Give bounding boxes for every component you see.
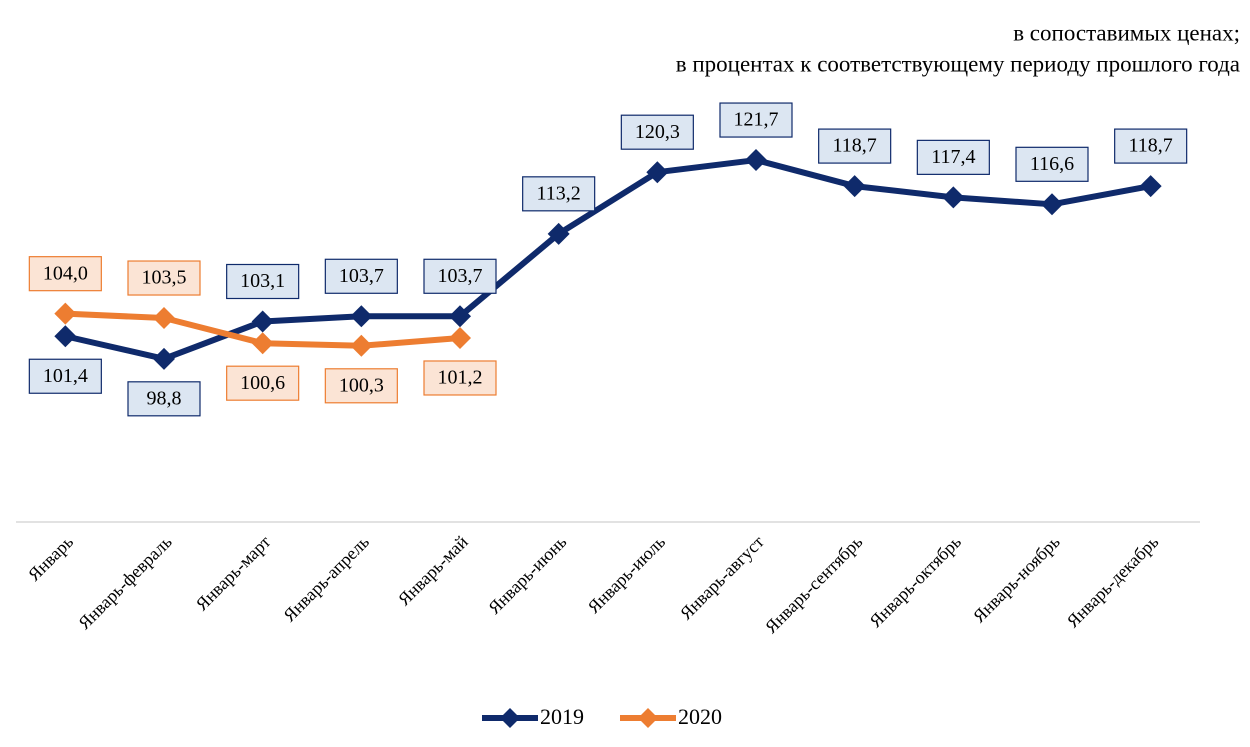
marker [449, 305, 471, 328]
label-box [28, 256, 102, 292]
label-box [226, 263, 300, 300]
marker [153, 307, 175, 330]
x-tick-label: Январь-август [676, 532, 768, 624]
data-label: 113,2 [537, 182, 581, 204]
subtitle: в сопоставимых ценах; [1013, 20, 1240, 45]
data-label: 100,3 [339, 374, 384, 396]
data-label: 101,4 [43, 365, 88, 387]
label-box [1114, 128, 1188, 164]
data-label: 104,0 [43, 262, 88, 284]
marker [1139, 175, 1162, 198]
label-box [324, 258, 398, 294]
x-tick-label: Январь-сентябрь [761, 532, 867, 638]
marker [1041, 193, 1063, 216]
x-tick-label: Январь-май [394, 531, 472, 609]
label-box [620, 114, 694, 150]
label-box [423, 360, 497, 396]
x-tick-label: Январь-декабрь [1063, 532, 1163, 632]
subtitle: в процентах к соответствующему периоду п… [676, 51, 1240, 76]
x-tick-label: Январь-июнь [484, 532, 570, 618]
marker [350, 334, 373, 357]
legend-label: 2019 [540, 704, 584, 729]
x-tick-label: Январь-июль [584, 532, 670, 618]
marker [646, 161, 669, 184]
series-line [64, 157, 1152, 362]
x-tick-label: Январь-апрель [279, 532, 373, 626]
marker [942, 186, 965, 209]
marker [54, 325, 77, 348]
data-label: 118,7 [833, 135, 877, 157]
data-label: 116,6 [1030, 153, 1074, 175]
label-box [1015, 146, 1089, 182]
data-label: 101,2 [438, 367, 483, 389]
data-label: 120,3 [635, 121, 680, 143]
marker [843, 175, 866, 198]
data-label: 117,4 [931, 146, 975, 168]
label-box [719, 102, 793, 138]
marker [153, 347, 175, 370]
x-tick-label: Январь [24, 532, 77, 585]
x-tick-label: Январь-ноябрь [969, 532, 1064, 627]
x-tick-label: Январь-март [192, 532, 275, 615]
legend-marker [638, 708, 658, 728]
label-box [916, 139, 990, 175]
x-tick-label: Январь-февраль [74, 532, 176, 634]
data-label: 103,5 [142, 267, 187, 289]
label-box [522, 176, 596, 212]
label-box [818, 128, 892, 164]
data-label: 118,7 [1129, 135, 1173, 157]
marker [745, 149, 767, 172]
label-box [127, 260, 201, 296]
data-label: 121,7 [734, 109, 779, 131]
marker [251, 310, 274, 333]
data-label: 98,8 [147, 387, 182, 409]
marker [547, 222, 570, 245]
marker [449, 326, 471, 349]
label-box [226, 365, 300, 401]
label-box [127, 381, 201, 417]
label-box [324, 368, 398, 404]
legend-label: 2020 [678, 704, 722, 729]
marker [350, 305, 373, 328]
marker [251, 332, 274, 355]
data-label: 103,7 [438, 265, 483, 287]
x-tick-label: Январь-октябрь [865, 532, 965, 632]
data-label: 103,1 [240, 270, 285, 292]
label-box [423, 258, 497, 294]
data-label: 100,6 [240, 372, 285, 394]
label-box [28, 358, 102, 394]
marker [54, 302, 77, 325]
data-label: 103,7 [339, 265, 384, 287]
legend-marker [500, 708, 520, 728]
